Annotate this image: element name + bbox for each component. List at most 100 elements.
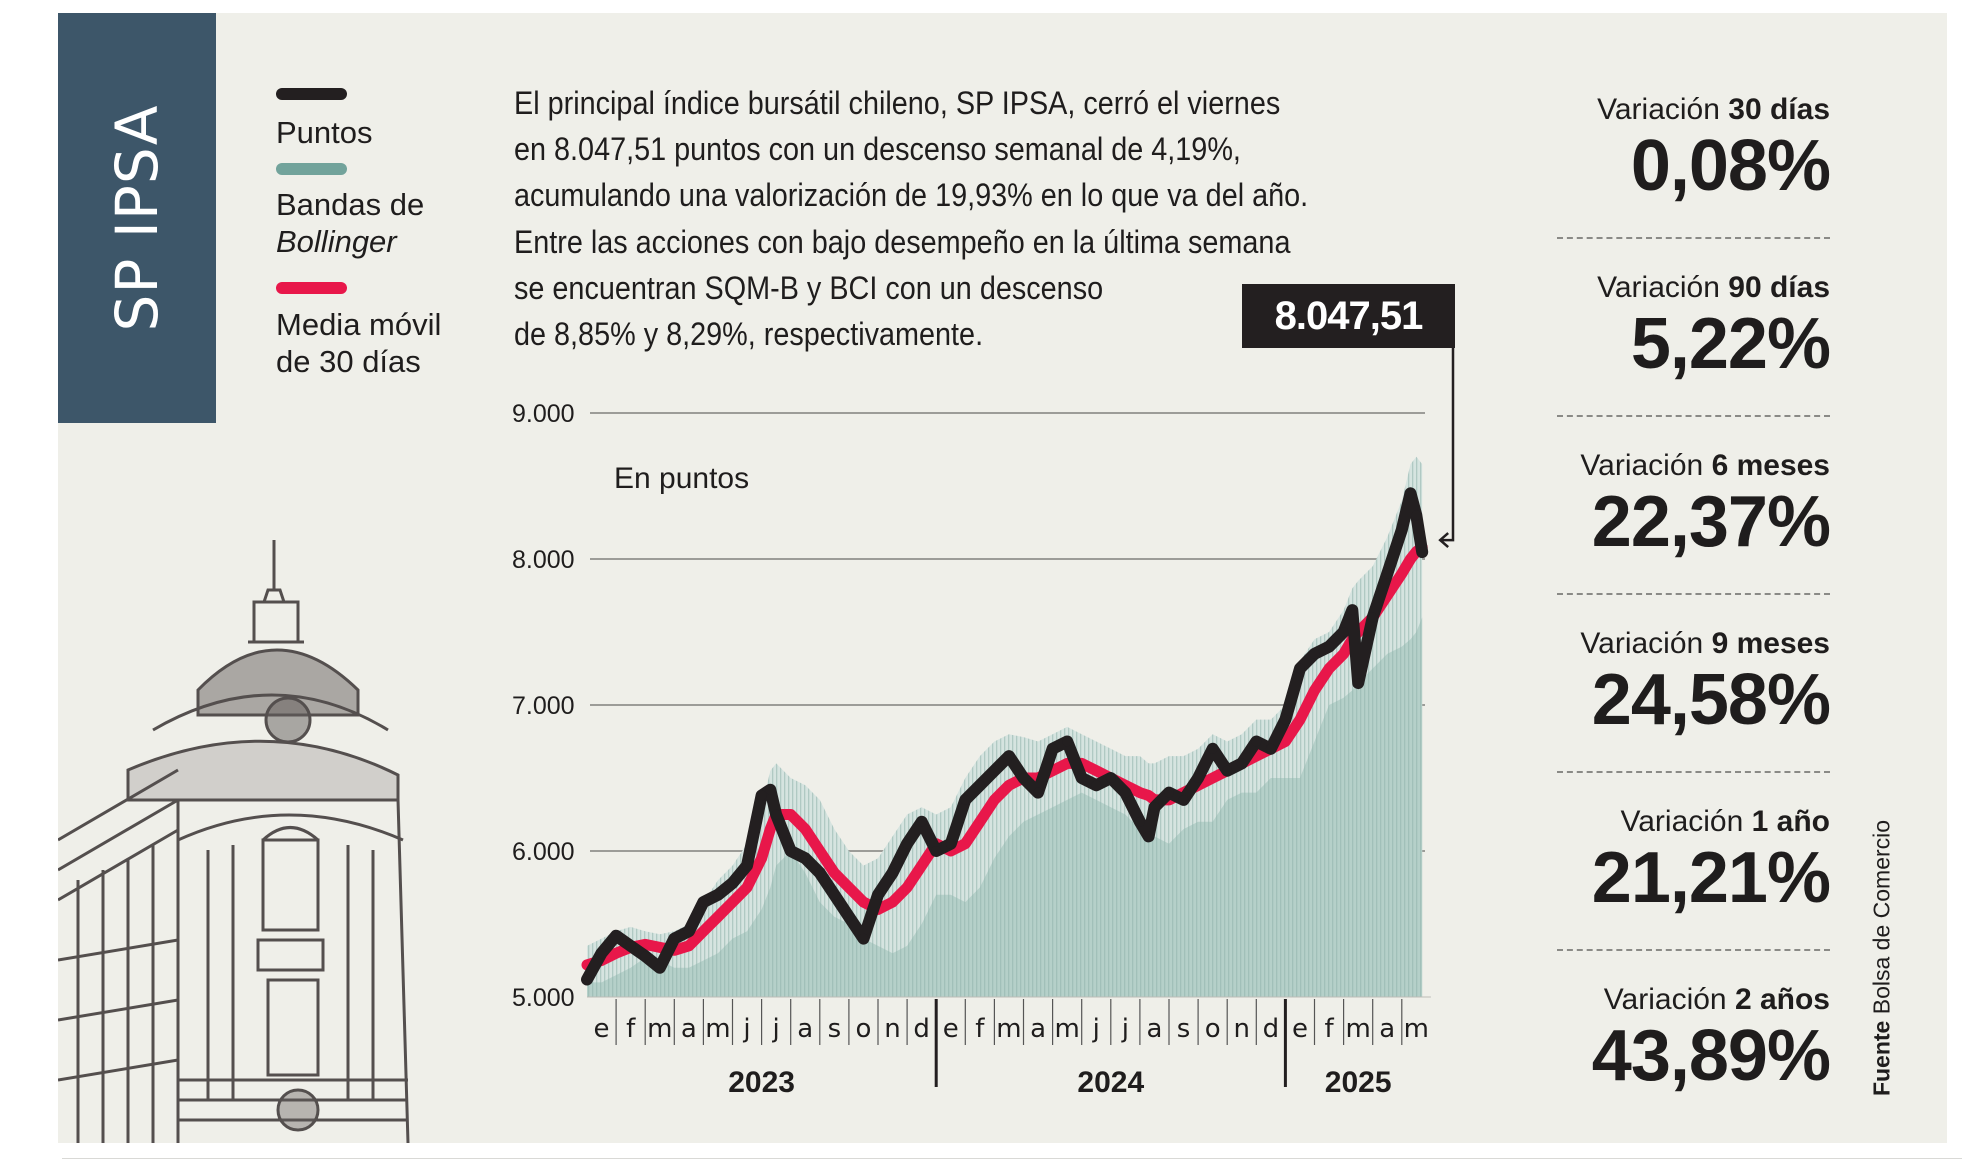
x-tick-label: a xyxy=(797,1014,813,1044)
puntos-point xyxy=(916,816,927,827)
puntos-point xyxy=(1347,605,1358,616)
stat-label-prefix: Variación xyxy=(1620,805,1752,838)
stat-block: Variación 6 meses 22,37% xyxy=(1410,448,1831,562)
legend-label-media-movil-line2: de 30 días xyxy=(276,344,421,379)
puntos-point xyxy=(1294,663,1305,674)
callout-leader xyxy=(1438,348,1455,549)
stat-divider xyxy=(1557,593,1830,595)
puntos-point xyxy=(742,860,753,871)
bolsa-building-illustration xyxy=(58,540,410,1143)
summary-line: Entre las acciones con bajo desempeño en… xyxy=(514,223,1291,260)
puntos-point xyxy=(640,951,651,962)
puntos-point xyxy=(887,867,898,878)
y-tick-label: 6.000 xyxy=(512,838,575,866)
puntos-point xyxy=(765,784,776,795)
bollinger-bands xyxy=(587,456,1423,997)
x-tick-label: f xyxy=(975,1014,985,1044)
puntos-point xyxy=(1265,743,1276,754)
legend-swatch-bollinger xyxy=(276,163,347,175)
x-tick-label: d xyxy=(913,1014,930,1044)
x-tick-label: m xyxy=(647,1014,672,1044)
puntos-point xyxy=(1411,510,1422,521)
summary-line: acumulando una valorización de 19,93% en… xyxy=(514,177,1309,214)
puntos-point xyxy=(1143,831,1154,842)
stat-value: 0,08% xyxy=(1630,126,1831,206)
stat-label-prefix: Variación xyxy=(1603,983,1735,1016)
x-tick-label: m xyxy=(996,1014,1021,1044)
puntos-point xyxy=(945,838,956,849)
puntos-point xyxy=(1367,612,1378,623)
source-credit: Fuente Bolsa de Comercio xyxy=(1869,820,1896,1096)
x-tick-label: e xyxy=(943,1014,959,1044)
y-axis-ticks: 5.000 6.000 7.000 8.000 9.000 xyxy=(512,400,575,1012)
puntos-point xyxy=(843,911,854,922)
puntos-point xyxy=(698,897,709,908)
y-tick-label: 7.000 xyxy=(512,692,575,720)
y-tick-label: 8.000 xyxy=(512,546,575,574)
puntos-point xyxy=(1353,678,1364,689)
legend-label-bollinger-italic: Bollinger xyxy=(276,224,397,259)
x-tick-label: j xyxy=(1092,1014,1100,1044)
x-tick-label: n xyxy=(1234,1014,1250,1044)
stat-value: 22,37% xyxy=(1591,482,1831,562)
summary-line: en 8.047,51 puntos con un descenso seman… xyxy=(514,131,1241,168)
x-tick-label: j xyxy=(1121,1014,1129,1044)
puntos-point xyxy=(756,790,767,801)
puntos-point xyxy=(1207,743,1218,754)
year-label: 2023 xyxy=(728,1066,795,1099)
puntos-point xyxy=(873,889,883,900)
puntos-point xyxy=(829,889,840,900)
puntos-point xyxy=(1076,773,1087,783)
puntos-point xyxy=(1105,773,1116,783)
x-tick-label: j xyxy=(772,1014,780,1044)
puntos-point xyxy=(1280,714,1291,725)
puntos-point xyxy=(1047,743,1058,754)
puntos-point xyxy=(1178,794,1189,805)
title-bar xyxy=(58,13,216,423)
puntos-point xyxy=(727,878,738,889)
puntos-point xyxy=(1062,736,1073,747)
x-tick-label: s xyxy=(828,1014,842,1044)
callout-arrow-icon xyxy=(1438,532,1449,549)
puntos-point xyxy=(1164,787,1174,798)
bottom-rule xyxy=(62,1158,1962,1159)
summary-line: de 8,85% y 8,29%, respectivamente. xyxy=(514,316,984,353)
puntos-point xyxy=(654,962,665,973)
puntos-layer xyxy=(581,487,1429,986)
x-tick-label: o xyxy=(855,1014,871,1044)
x-tick-label: n xyxy=(884,1014,900,1044)
stat-block: Variación 90 días 5,22% xyxy=(1410,270,1831,382)
puntos-point xyxy=(1382,568,1393,579)
puntos-point xyxy=(683,926,694,937)
legend-label-media-movil: Media móvil de 30 días xyxy=(276,306,441,380)
legend-label-bollinger: Bandas de Bollinger xyxy=(276,186,424,260)
summary-line: El principal índice bursátil chileno, SP… xyxy=(514,85,1281,121)
puntos-point xyxy=(1134,816,1145,827)
puntos-point xyxy=(931,846,942,856)
puntos-point xyxy=(1251,736,1262,747)
stat-label-prefix: Variación xyxy=(1597,271,1729,304)
stat-period: 9 meses xyxy=(1711,627,1830,660)
x-tick-label: m xyxy=(1404,1014,1429,1044)
year-label: 2025 xyxy=(1325,1066,1392,1099)
stat-label-prefix: Variación xyxy=(1580,449,1712,482)
stat-label: Variación 9 meses xyxy=(1410,626,1830,662)
puntos-point xyxy=(1003,751,1014,762)
puntos-point xyxy=(974,780,985,791)
source-name: Bolsa de Comercio xyxy=(1868,819,1895,1015)
x-tick-label: s xyxy=(1177,1014,1191,1044)
y-tick-label: 5.000 xyxy=(512,984,575,1012)
puntos-point xyxy=(1309,648,1320,659)
puntos-point xyxy=(611,930,622,941)
puntos-point xyxy=(858,933,869,944)
legend-label-bollinger-line1: Bandas de xyxy=(276,187,425,222)
stat-value: 24,58% xyxy=(1591,660,1831,740)
stat-period: 30 días xyxy=(1728,93,1830,126)
puntos-point xyxy=(1417,547,1428,558)
x-tick-label: m xyxy=(705,1014,730,1044)
summary-line: se encuentran SQM-B y BCI con un descens… xyxy=(514,269,1104,306)
x-tick-label: m xyxy=(1345,1014,1370,1044)
puntos-point xyxy=(1193,773,1204,783)
puntos-point xyxy=(1091,780,1102,791)
